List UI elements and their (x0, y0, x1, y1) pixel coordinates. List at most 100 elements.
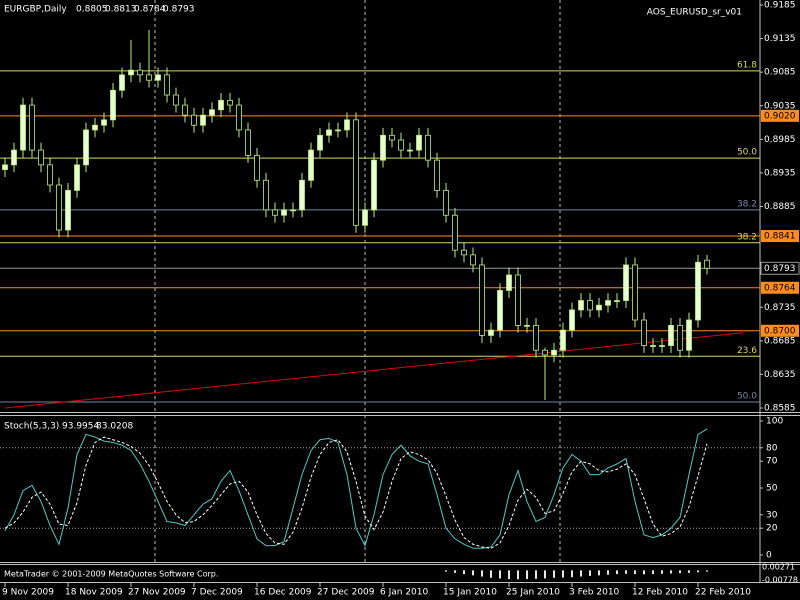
candle-body (308, 149, 314, 181)
y-tick-label: 0.9085 (764, 68, 796, 78)
x-tick-label: 12 Feb 2010 (632, 588, 688, 598)
histogram-bar (445, 570, 447, 572)
candle-body (146, 74, 152, 81)
y-tick-label: 0.9035 (764, 101, 796, 111)
candle-body (686, 319, 692, 351)
price-box (761, 281, 799, 294)
candle-body (236, 104, 242, 131)
candle-body (677, 324, 683, 351)
x-tick-label: 7 Dec 2009 (191, 588, 243, 598)
candle-body (704, 259, 710, 269)
x-tick-label: 18 Nov 2009 (65, 588, 123, 598)
histogram-bar (643, 570, 645, 575)
histogram-bar (562, 570, 564, 578)
candle-body (623, 264, 629, 301)
candle-body (425, 134, 431, 161)
y-tick-label: 50 (766, 484, 778, 494)
candle-body (461, 249, 467, 256)
candle-body (245, 129, 251, 156)
candle-body (47, 164, 53, 186)
y-tick-label: 80 (766, 443, 778, 453)
candle-body (65, 189, 71, 231)
candle-body (92, 124, 98, 131)
candle-body (695, 261, 701, 321)
candle-body (164, 74, 170, 96)
histogram-bar (544, 570, 546, 579)
histogram-bar (580, 570, 582, 577)
histogram-bar (598, 570, 600, 576)
x-tick-label: 9 Nov 2009 (2, 588, 54, 598)
trendline (4, 332, 744, 409)
histogram-bar (454, 570, 456, 573)
candle-body (38, 149, 44, 166)
y-tick-label: 0.8685 (764, 336, 796, 346)
ohlc-high: 0.8813 (105, 5, 137, 15)
price-box-label: 0.8764 (764, 283, 796, 293)
candle-body (551, 349, 557, 356)
candle-body (362, 209, 368, 226)
level-label: 61.8 (737, 60, 757, 70)
candle-body (470, 254, 476, 266)
y-tick-label: 0.8985 (764, 135, 796, 145)
candle-body (407, 149, 413, 152)
y-tick-label: 0.9185 (764, 1, 796, 11)
stoch-line (4, 436, 708, 549)
candle-body (524, 324, 530, 327)
candle-body (605, 300, 611, 306)
candle-body (218, 99, 224, 111)
candle-body (182, 104, 188, 116)
price-box (761, 109, 799, 122)
histogram-bar (481, 570, 483, 577)
candle-body (560, 329, 566, 351)
candle-body (533, 324, 539, 351)
stoch-d-value: 83.0208 (96, 422, 133, 432)
y-tick-label: 0.8635 (764, 370, 796, 380)
candle-body (488, 329, 494, 336)
ohlc-open: 0.8805 (76, 5, 108, 15)
candle-body (155, 74, 161, 81)
x-tick-label: 27 Dec 2009 (317, 588, 375, 598)
y-tick-label: -0.00778 (762, 576, 798, 585)
price-box (760, 261, 800, 275)
histogram-bar (706, 570, 708, 572)
histogram-bar (553, 570, 555, 578)
candle-body (110, 89, 116, 121)
x-tick-label: 16 Dec 2009 (254, 588, 312, 598)
level-label: 50.0 (737, 148, 757, 158)
histogram-bar (490, 570, 492, 578)
y-tick-label: 0.8885 (764, 202, 796, 212)
candle-body (326, 129, 332, 136)
x-tick-label: 22 Feb 2010 (695, 588, 751, 598)
candle-body (506, 274, 512, 291)
stoch-title: Stoch(5,3,3) (4, 422, 59, 432)
stoch-line (4, 428, 708, 549)
histogram-bar (571, 570, 573, 578)
candle-body (29, 104, 35, 151)
histogram-bar (697, 570, 699, 573)
stoch-k-value: 93.9954 (62, 422, 99, 432)
y-tick-label: 0.9135 (764, 34, 796, 44)
y-tick-label: 0.8735 (764, 303, 796, 313)
candle-body (2, 164, 8, 170)
symbol-label: EURGBP,Daily (4, 5, 67, 15)
candle-body (578, 300, 584, 311)
candle-body (254, 155, 260, 181)
candle-body (191, 114, 197, 126)
candle-body (632, 264, 638, 321)
x-tick-label: 6 Jan 2010 (380, 588, 428, 598)
x-tick-label: 27 Nov 2009 (128, 588, 186, 598)
candle-body (56, 184, 62, 231)
candle-body (128, 69, 134, 76)
candle-body (452, 214, 458, 251)
histogram-bar (472, 570, 474, 576)
candle-body (479, 264, 485, 336)
candle-body (353, 119, 359, 226)
histogram-bar (508, 570, 510, 580)
candle-body (416, 134, 422, 151)
candle-body (137, 69, 143, 76)
candle-body (371, 159, 377, 211)
candle-body (74, 164, 80, 191)
candle-body (83, 129, 89, 166)
histogram-bar (499, 570, 501, 579)
